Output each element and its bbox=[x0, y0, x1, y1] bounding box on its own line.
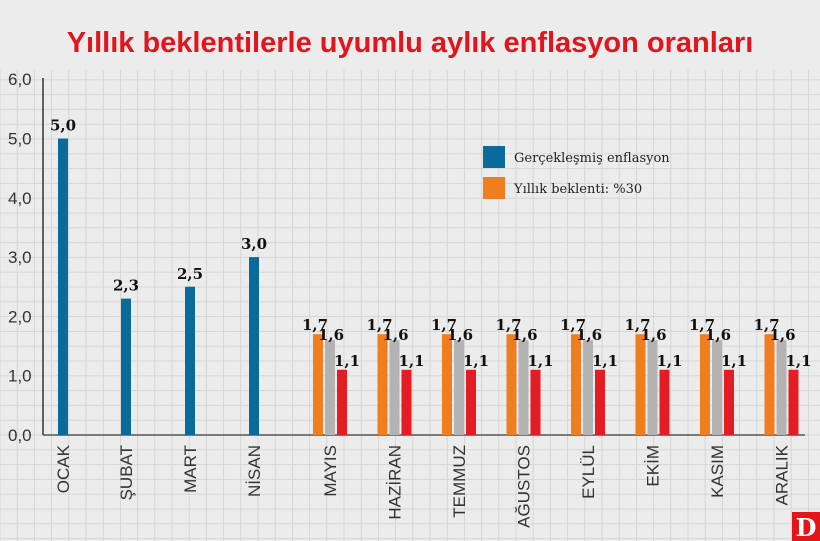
bar-gray bbox=[454, 340, 464, 435]
y-tick-label: 6,0 bbox=[8, 70, 32, 89]
category-label: ŞUBAT bbox=[117, 445, 136, 500]
bar-gray bbox=[583, 340, 593, 435]
data-label: 1,6 bbox=[318, 326, 344, 344]
category-label: MART bbox=[181, 445, 200, 493]
y-tick-label: 4,0 bbox=[8, 189, 32, 208]
data-label: 2,3 bbox=[113, 277, 139, 295]
bar-expectation bbox=[635, 334, 646, 435]
y-tick-label: 2,0 bbox=[8, 307, 32, 326]
bar-red bbox=[466, 369, 476, 435]
bar-red bbox=[724, 369, 734, 435]
data-label: 5,0 bbox=[50, 117, 76, 135]
legend-label-realized: Gerçekleşmiş enflasyon bbox=[514, 151, 670, 166]
data-label: 1,7 bbox=[302, 316, 328, 334]
bar-realized bbox=[58, 138, 68, 435]
bars: 5,02,32,53,01,71,61,11,71,61,11,71,61,11… bbox=[50, 117, 812, 435]
category-label: NİSAN bbox=[245, 445, 264, 497]
category-labels: OCAK ŞUBAT MART NİSAN MAYIS HAZİRAN TEMMUZ AĞUS… bbox=[54, 444, 792, 527]
bar-red bbox=[337, 369, 347, 435]
category-label: TEMMUZ bbox=[450, 445, 469, 518]
logo-background bbox=[792, 512, 820, 541]
data-label: 1,7 bbox=[366, 316, 392, 334]
category-label: KASIM bbox=[708, 445, 727, 498]
bar-expectation bbox=[764, 334, 775, 435]
bar-realized bbox=[249, 257, 259, 435]
category-label: EKİM bbox=[644, 445, 663, 487]
data-label: 1,6 bbox=[769, 326, 795, 344]
data-label: 1,1 bbox=[592, 352, 618, 370]
legend-label-expectation: Yıllık beklenti: %30 bbox=[513, 182, 642, 197]
y-tick-label: 0,0 bbox=[8, 426, 32, 445]
data-label: 1,6 bbox=[447, 326, 473, 344]
y-tick-label: 3,0 bbox=[8, 248, 32, 267]
data-label: 1,7 bbox=[560, 316, 586, 334]
y-tick-label: 1,0 bbox=[8, 367, 32, 386]
legend: Gerçekleşmiş enflasyon Yıllık beklenti: … bbox=[483, 146, 670, 199]
bar-gray bbox=[712, 340, 722, 435]
category-label: MAYIS bbox=[321, 445, 340, 497]
data-label: 1,6 bbox=[705, 326, 731, 344]
bar-gray bbox=[325, 340, 335, 435]
bar-red bbox=[659, 369, 670, 435]
data-label: 1,6 bbox=[382, 326, 408, 344]
data-label: 2,5 bbox=[177, 265, 203, 283]
data-label: 3,0 bbox=[241, 235, 267, 253]
legend-swatch-realized bbox=[483, 146, 505, 168]
logo-letter: D bbox=[796, 513, 817, 541]
data-label: 1,1 bbox=[334, 352, 360, 370]
bar-red bbox=[595, 369, 605, 435]
data-label: 1,6 bbox=[640, 326, 666, 344]
data-label: 1,1 bbox=[527, 352, 553, 370]
bar-red bbox=[530, 369, 541, 435]
data-label: 1,7 bbox=[753, 316, 779, 334]
data-label: 1,6 bbox=[511, 326, 537, 344]
data-label: 1,7 bbox=[689, 316, 715, 334]
data-label: 1,6 bbox=[576, 326, 602, 344]
category-label: OCAK bbox=[54, 444, 73, 493]
bar-gray bbox=[776, 340, 787, 435]
chart-title: Yıllık beklentilerle uyumlu aylık enflas… bbox=[67, 27, 754, 59]
bar-expectation bbox=[313, 334, 323, 435]
bar-gray bbox=[518, 340, 529, 435]
data-label: 1,1 bbox=[721, 352, 747, 370]
y-axis-ticks: 0,0 1,0 2,0 3,0 4,0 5,0 6,0 bbox=[8, 70, 32, 445]
data-label: 1,7 bbox=[624, 316, 650, 334]
publisher-logo: D bbox=[792, 512, 820, 541]
data-label: 1,1 bbox=[463, 352, 489, 370]
category-label: HAZİRAN bbox=[386, 445, 405, 520]
y-tick-label: 5,0 bbox=[8, 130, 32, 149]
data-label: 1,1 bbox=[656, 352, 682, 370]
bar-expectation bbox=[571, 334, 581, 435]
category-label: ARALIK bbox=[773, 444, 792, 505]
bar-expectation bbox=[700, 334, 710, 435]
data-label: 1,1 bbox=[785, 352, 811, 370]
data-label: 1,7 bbox=[431, 316, 457, 334]
category-label: EYLÜL bbox=[579, 445, 598, 499]
bar-realized bbox=[185, 286, 195, 435]
bar-red bbox=[788, 369, 799, 435]
bar-expectation bbox=[506, 334, 517, 435]
bar-gray bbox=[389, 340, 400, 435]
bar-red bbox=[401, 369, 412, 435]
legend-swatch-expectation bbox=[483, 177, 505, 199]
bar-expectation bbox=[377, 334, 388, 435]
category-label: AĞUSTOS bbox=[515, 445, 534, 528]
bar-realized bbox=[121, 298, 131, 435]
bar-expectation bbox=[442, 334, 452, 435]
bar-gray bbox=[647, 340, 658, 435]
data-label: 1,1 bbox=[398, 352, 424, 370]
data-label: 1,7 bbox=[495, 316, 521, 334]
